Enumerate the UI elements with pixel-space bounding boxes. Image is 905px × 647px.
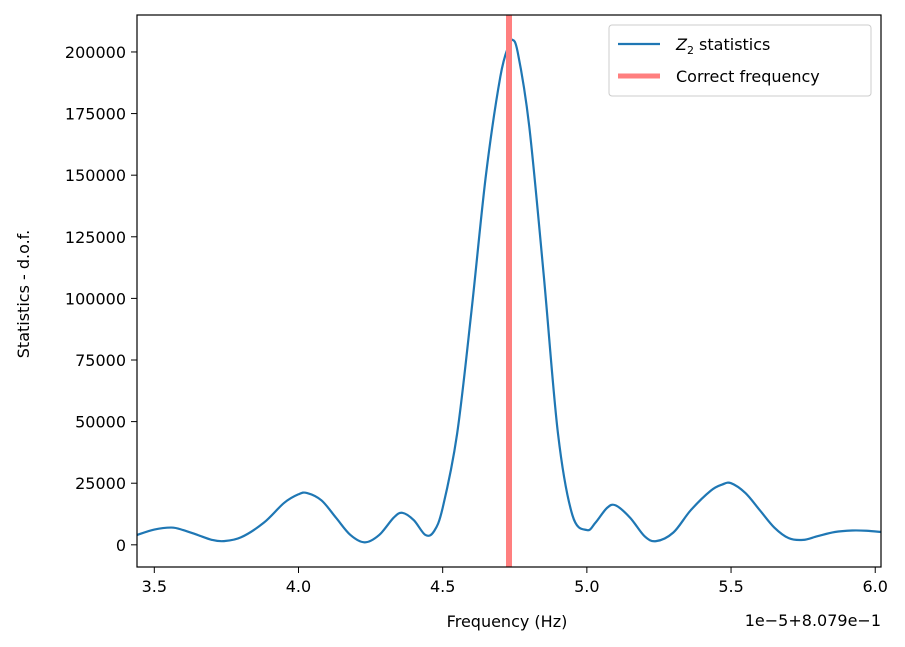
y-tick-label: 125000 [65,228,126,247]
y-tick-label: 50000 [75,413,126,432]
y-tick-label: 175000 [65,105,126,124]
x-tick-label: 5.5 [718,577,743,596]
legend: Z2 statistics Correct frequency [608,24,872,97]
x-axis-label: Frequency (Hz) [447,612,568,631]
legend-label-correct-frequency: Correct frequency [676,67,820,86]
y-tick-label: 150000 [65,166,126,185]
y-tick-label: 75000 [75,351,126,370]
legend-label-z2-statistics: Z2 statistics [675,35,770,57]
y-tick-label: 200000 [65,43,126,62]
x-tick-label: 6.0 [863,577,888,596]
x-axis-ticks: 3.5 4.0 4.5 5.0 5.5 6.0 [142,567,888,596]
y-tick-label: 0 [116,536,126,555]
y-tick-label: 100000 [65,289,126,308]
x-tick-label: 4.0 [286,577,311,596]
y-axis-ticks: 0 25000 50000 75000 100000 125000 150000 175000… [65,43,137,555]
y-axis-label: Statistics - d.o.f. [14,230,33,358]
legend-box [608,24,872,97]
y-tick-label: 25000 [75,474,126,493]
x-tick-label: 5.0 [574,577,599,596]
plot-area [136,15,882,567]
x-axis-offset-text: 1e−5+8.079e−1 [745,611,881,630]
x-tick-label: 4.5 [430,577,455,596]
x-tick-label: 3.5 [142,577,167,596]
plot-frame [136,14,882,568]
